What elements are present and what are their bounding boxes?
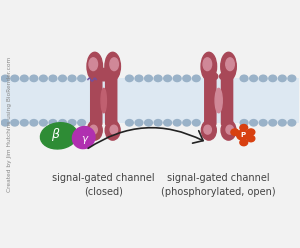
- FancyArrowPatch shape: [88, 128, 203, 148]
- Circle shape: [192, 120, 200, 126]
- Circle shape: [78, 75, 86, 82]
- Text: Created by Jim Hutchins using BioRender.com: Created by Jim Hutchins using BioRender.…: [7, 56, 12, 192]
- Circle shape: [247, 129, 255, 135]
- Circle shape: [68, 120, 76, 126]
- Circle shape: [58, 120, 66, 126]
- Ellipse shape: [221, 52, 236, 81]
- Ellipse shape: [87, 120, 102, 140]
- Circle shape: [145, 120, 152, 126]
- Ellipse shape: [201, 52, 217, 81]
- Ellipse shape: [201, 120, 216, 140]
- Wedge shape: [95, 68, 112, 75]
- Circle shape: [1, 120, 9, 126]
- Ellipse shape: [101, 88, 106, 113]
- Circle shape: [288, 120, 296, 126]
- FancyBboxPatch shape: [90, 76, 103, 125]
- Text: signal-gated channel
(closed): signal-gated channel (closed): [52, 173, 155, 196]
- Circle shape: [269, 75, 277, 82]
- Circle shape: [247, 135, 255, 142]
- FancyBboxPatch shape: [105, 76, 118, 125]
- Circle shape: [240, 75, 248, 82]
- Circle shape: [278, 75, 286, 82]
- Ellipse shape: [89, 58, 98, 71]
- Ellipse shape: [110, 58, 118, 71]
- Circle shape: [259, 120, 267, 126]
- Circle shape: [135, 120, 143, 126]
- Ellipse shape: [226, 58, 234, 71]
- Circle shape: [58, 75, 66, 82]
- Ellipse shape: [105, 52, 120, 81]
- Text: $\gamma$: $\gamma$: [81, 133, 89, 146]
- Ellipse shape: [204, 125, 212, 134]
- FancyBboxPatch shape: [204, 76, 217, 125]
- Circle shape: [11, 75, 19, 82]
- Circle shape: [173, 75, 181, 82]
- Ellipse shape: [226, 125, 233, 134]
- Bar: [1, 78, 299, 101]
- Ellipse shape: [221, 120, 236, 140]
- Circle shape: [30, 75, 38, 82]
- Circle shape: [250, 75, 257, 82]
- Circle shape: [154, 120, 162, 126]
- Circle shape: [49, 120, 57, 126]
- Ellipse shape: [87, 52, 103, 81]
- Ellipse shape: [220, 73, 229, 80]
- Circle shape: [78, 120, 86, 126]
- Bar: [1, 101, 299, 123]
- Circle shape: [192, 75, 200, 82]
- Circle shape: [240, 120, 248, 126]
- Circle shape: [164, 75, 172, 82]
- Circle shape: [145, 75, 152, 82]
- Circle shape: [240, 139, 247, 146]
- Ellipse shape: [90, 125, 97, 134]
- Circle shape: [125, 75, 133, 82]
- Circle shape: [49, 75, 57, 82]
- Ellipse shape: [105, 120, 120, 140]
- Ellipse shape: [215, 88, 222, 113]
- Text: signal-gated channel
(phosphorylated, open): signal-gated channel (phosphorylated, op…: [161, 173, 276, 196]
- Circle shape: [40, 75, 47, 82]
- Circle shape: [278, 120, 286, 126]
- Circle shape: [237, 130, 248, 140]
- Ellipse shape: [40, 123, 77, 149]
- Circle shape: [30, 120, 38, 126]
- Circle shape: [240, 124, 247, 131]
- Ellipse shape: [203, 58, 212, 71]
- Circle shape: [125, 120, 133, 126]
- Circle shape: [1, 75, 9, 82]
- Ellipse shape: [209, 73, 218, 80]
- Circle shape: [269, 120, 277, 126]
- FancyBboxPatch shape: [221, 76, 233, 125]
- Circle shape: [164, 120, 172, 126]
- Ellipse shape: [72, 126, 95, 149]
- Circle shape: [20, 75, 28, 82]
- Circle shape: [183, 75, 190, 82]
- Circle shape: [288, 75, 296, 82]
- Circle shape: [154, 75, 162, 82]
- Circle shape: [231, 129, 239, 135]
- Circle shape: [40, 120, 47, 126]
- Text: $\beta$: $\beta$: [51, 126, 61, 143]
- Ellipse shape: [98, 71, 109, 81]
- Circle shape: [183, 120, 190, 126]
- Text: P: P: [240, 132, 245, 138]
- Circle shape: [20, 120, 28, 126]
- Circle shape: [135, 75, 143, 82]
- Ellipse shape: [110, 125, 118, 134]
- Circle shape: [259, 75, 267, 82]
- Circle shape: [68, 75, 76, 82]
- Circle shape: [250, 120, 257, 126]
- Circle shape: [173, 120, 181, 126]
- Circle shape: [11, 120, 19, 126]
